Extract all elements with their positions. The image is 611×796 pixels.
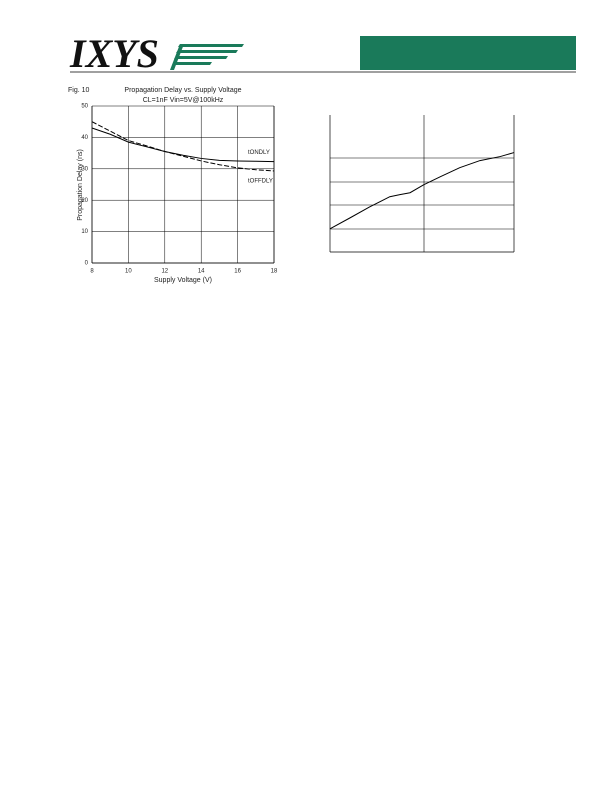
right-grid [330, 115, 514, 252]
y-tick-label: 30 [81, 166, 88, 172]
x-axis-label: Supply Voltage (V) [154, 277, 212, 284]
x-tick-label: 18 [271, 269, 278, 275]
data-line [91, 127, 275, 163]
figure-number: Fig. 10 [68, 87, 90, 94]
y-tick-label: 40 [81, 135, 88, 141]
logo-rf-mark [170, 44, 244, 70]
y-tick-label: 20 [81, 198, 88, 204]
x-tick-label: 16 [234, 269, 241, 275]
x-tick-label: 12 [161, 269, 168, 275]
legend-label: tONDLY [248, 150, 270, 156]
x-tick-label: 10 [125, 269, 132, 275]
y-tick-label: 0 [85, 261, 89, 267]
chart-title: Propagation Delay vs. Supply Voltage [124, 87, 241, 94]
data-line [91, 121, 275, 172]
x-tick-label: 14 [198, 269, 205, 275]
legend-label: tOFFDLY [248, 179, 273, 185]
logo: IXYS [69, 31, 159, 76]
y-axis-label: Propagation Delay (ns) [77, 149, 84, 221]
chart-subtitle: CL=1nF Vin=5V@100kHz [143, 97, 224, 104]
x-tick-label: 8 [90, 269, 94, 275]
data-line [329, 152, 515, 230]
y-tick-label: 10 [81, 229, 88, 235]
header-band [360, 36, 576, 70]
y-tick-label: 50 [81, 104, 88, 110]
